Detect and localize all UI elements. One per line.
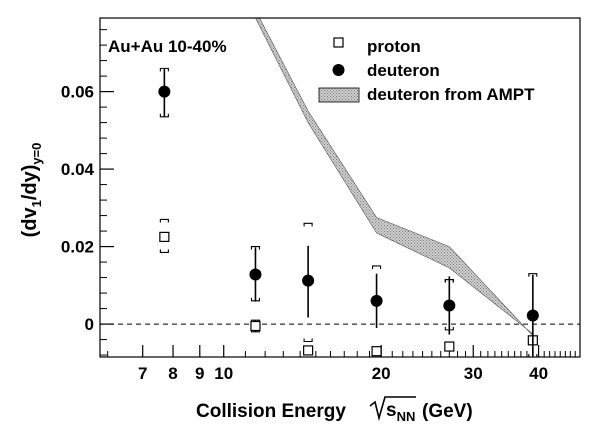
x-tick-label: 40	[529, 364, 548, 383]
proton-marker	[303, 345, 314, 356]
y-tick-label: 0.02	[61, 238, 94, 257]
y-tick-label: 0	[85, 315, 94, 334]
x-axis-label-text: Collision Energy	[196, 401, 346, 422]
proton-marker	[159, 231, 170, 242]
legend: proton deuteron deuteron from AMPT	[318, 37, 535, 104]
x-tick-label: 20	[372, 364, 391, 383]
y-axis-label: (dv1/dy)y=0	[19, 143, 44, 238]
proton-marker	[371, 346, 382, 357]
proton-marker	[250, 320, 261, 332]
axis-layer: 7 8 9 10 20 30 40 0 0.02 0.04 0.06	[61, 29, 576, 383]
x-tick-label: 8	[168, 364, 177, 383]
legend-marker-ampt	[318, 87, 360, 103]
deuteron-marker	[158, 85, 171, 98]
x-axis-label: Collision Energy sNN (GeV)	[196, 396, 473, 424]
deuteron-marker	[526, 309, 539, 322]
data-layer	[158, 67, 539, 358]
proton-sys-bracket	[303, 222, 313, 343]
proton-sys-bracket	[159, 218, 169, 253]
y-tick-label: 0.04	[61, 160, 95, 179]
ampt-band	[255, 18, 534, 337]
x-tick-label: 10	[214, 364, 233, 383]
system-annotation: Au+Au 10-40%	[108, 37, 227, 56]
deuteron-marker	[302, 274, 315, 287]
y-tick-label: 0.06	[61, 83, 94, 102]
legend-label-proton: proton	[367, 37, 421, 56]
x-tick-label: 30	[464, 364, 483, 383]
deuteron-marker	[370, 294, 383, 307]
legend-marker-deuteron	[332, 64, 345, 76]
deuteron-marker	[249, 268, 262, 281]
ampt-band-layer	[255, 18, 534, 337]
x-tick-label: 7	[138, 364, 147, 383]
sqrt-symbol-icon	[369, 396, 416, 422]
legend-label-ampt: deuteron from AMPT	[367, 85, 535, 104]
deuteron-marker	[443, 299, 456, 312]
plot-frame	[99, 17, 581, 358]
proton-marker	[444, 341, 455, 352]
x-tick-label: 9	[195, 364, 204, 383]
legend-marker-proton	[333, 37, 344, 48]
x-axis-label-unit: (GeV)	[422, 401, 473, 422]
x-axis-label-variable: sNN	[386, 400, 415, 424]
legend-label-deuteron: deuteron	[367, 61, 440, 80]
